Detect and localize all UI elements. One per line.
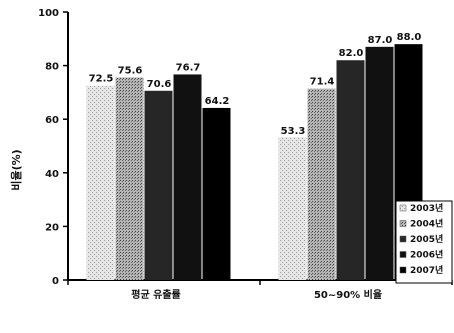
y-tick-label: 20	[45, 222, 59, 233]
y-tick-label: 80	[45, 62, 59, 73]
data-label: 70.6	[147, 79, 172, 90]
data-label: 53.3	[281, 126, 306, 137]
data-label: 88.0	[397, 32, 422, 43]
x-category-label: 50~90% 비율	[314, 288, 382, 301]
legend-swatch	[399, 251, 407, 258]
bar-2005년-1	[336, 60, 365, 280]
data-label: 71.4	[310, 77, 335, 88]
legend-entry: 2005년	[410, 233, 443, 245]
legend-entry: 2004년	[410, 218, 443, 230]
legend-entry: 2007년	[410, 264, 443, 276]
data-label: 72.5	[89, 74, 114, 85]
y-tick-label: 100	[38, 8, 59, 19]
y-tick-label: 40	[45, 169, 59, 180]
y-axis-label: 비율(%)	[9, 149, 23, 190]
y-tick-label: 60	[45, 115, 59, 126]
bar-2005년-0	[144, 90, 173, 281]
bar-2004년-0	[115, 77, 144, 280]
legend-entry: 2006년	[410, 249, 443, 261]
bar-2007년-0	[202, 107, 231, 280]
data-label: 82.0	[339, 48, 364, 59]
data-label: 75.6	[118, 65, 143, 76]
bar-2003년-1	[278, 137, 307, 280]
legend-entry: 2003년	[410, 202, 443, 214]
bar-2006년-1	[365, 46, 394, 281]
legend-swatch	[399, 266, 407, 274]
legend-swatch	[399, 235, 407, 243]
x-category-label: 평균 유출률	[131, 288, 180, 301]
data-label: 64.2	[205, 96, 230, 107]
bar-2006년-0	[173, 74, 202, 280]
data-label: 87.0	[368, 35, 393, 46]
bar-2003년-0	[86, 85, 115, 280]
legend-swatch	[399, 204, 407, 212]
y-tick-label: 0	[52, 276, 59, 287]
legend-swatch	[399, 220, 407, 227]
data-label: 76.7	[176, 62, 201, 73]
bar-2004년-1	[307, 88, 336, 280]
